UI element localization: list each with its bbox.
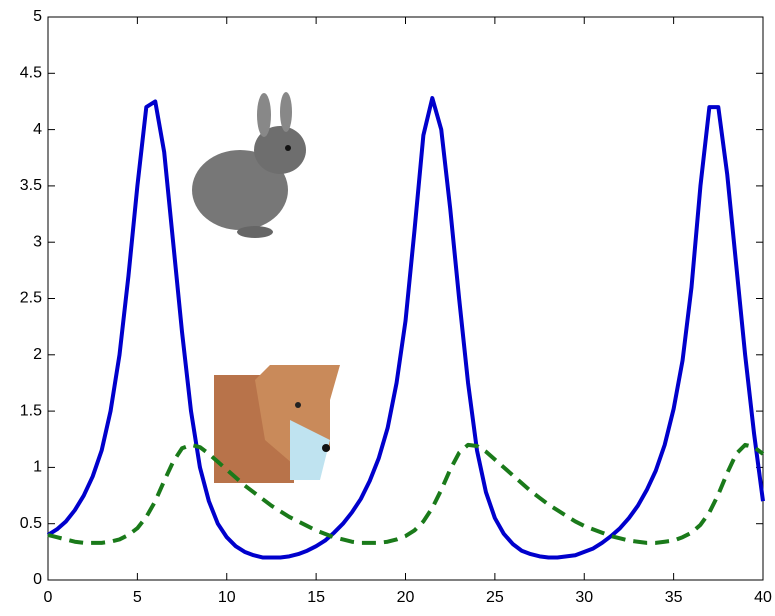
y-tick-label: 1 — [33, 459, 42, 476]
x-tick-label: 5 — [133, 589, 142, 606]
x-tick-label: 35 — [665, 589, 683, 606]
y-tick-label: 5 — [33, 8, 42, 25]
y-tick-label: 0 — [33, 571, 42, 588]
chart: 0 0.5 1 1.5 2 2.5 3 3.5 4 4.5 5 0 5 10 15 20 25 30 35 40 — [0, 0, 775, 611]
x-tick-label: 20 — [397, 589, 415, 606]
x-tick-label: 0 — [44, 589, 53, 606]
x-tick-label: 30 — [575, 589, 593, 606]
y-tick-label: 4 — [33, 121, 42, 138]
y-tick-label: 1.5 — [20, 402, 42, 419]
y-tick-label: 2.5 — [20, 290, 42, 307]
x-tick-label: 15 — [307, 589, 325, 606]
page: 00.511.522.533.544.550510152025303540 ((… — [0, 0, 775, 616]
y-tick-label: 3 — [33, 233, 42, 250]
x-tick-label: 10 — [218, 589, 236, 606]
y-tick-label: 2 — [33, 346, 42, 363]
x-tick-label: 40 — [754, 589, 772, 606]
rabbit-picture — [185, 85, 325, 240]
y-tick-label: 0.5 — [20, 515, 42, 532]
y-tick-label: 3.5 — [20, 177, 42, 194]
x-tick-label: 25 — [486, 589, 504, 606]
fox-picture — [214, 350, 344, 483]
y-tick-label: 4.5 — [20, 65, 42, 82]
